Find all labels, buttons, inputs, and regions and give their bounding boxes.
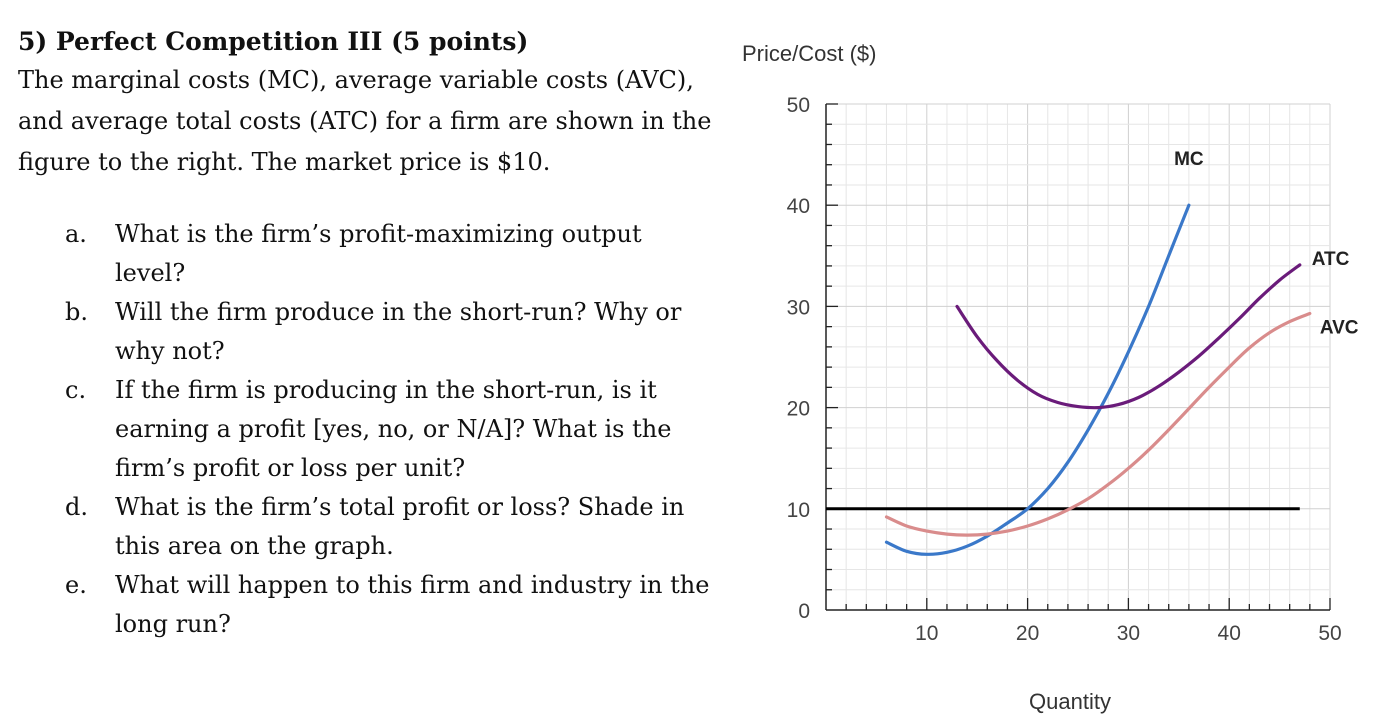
question-text: What is the firm’s profit-maximizing out… — [115, 220, 642, 287]
chart-axes — [825, 104, 1330, 611]
problem-text: 5) Perfect Competition III (5 points) Th… — [18, 24, 718, 644]
problem-title: 5) Perfect Competition III (5 points) — [18, 27, 529, 56]
question-text: Will the firm produce in the short-run? … — [115, 298, 682, 365]
question-text: What is the firm’s total profit or loss?… — [115, 493, 685, 560]
question-letter: b. — [65, 298, 88, 326]
question-d: d. What is the firm’s total profit or los… — [18, 488, 718, 566]
y-tick-label: 10 — [787, 499, 810, 522]
y-tick-label: 30 — [787, 296, 810, 319]
curve-avc — [884, 311, 1312, 537]
question-a: a. What is the firm’s profit-maximizing o… — [18, 215, 718, 293]
y-tick-label: 0 — [798, 600, 810, 623]
question-c: c. If the firm is producing in the short-… — [18, 371, 718, 488]
curve-labels: MC ATC AVC — [1174, 149, 1359, 338]
question-letter: a. — [65, 220, 87, 248]
curve-label-mc: MC — [1174, 149, 1204, 170]
curve-label-atc: ATC — [1312, 249, 1350, 270]
y-tick-label: 50 — [787, 94, 810, 117]
chart-grid — [825, 103, 1331, 611]
x-tick-label: 40 — [1218, 622, 1241, 645]
chart-ticks: 0 10 20 30 40 50 10 20 30 40 50 — [787, 94, 1342, 645]
x-axis-label: Quantity — [1029, 689, 1111, 714]
curve-mc — [884, 203, 1191, 556]
question-letter: c. — [65, 376, 87, 404]
question-letter: e. — [65, 571, 87, 599]
y-tick-label: 40 — [787, 195, 810, 218]
curve-label-avc: AVC — [1320, 317, 1359, 338]
x-tick-label: 10 — [915, 622, 938, 645]
question-letter: d. — [65, 493, 88, 521]
question-b: b. Will the firm produce in the short-run… — [18, 293, 718, 371]
x-tick-label: 20 — [1016, 622, 1039, 645]
curve-atc — [955, 263, 1302, 410]
question-text: What will happen to this firm and indust… — [115, 571, 710, 638]
x-tick-label: 50 — [1318, 622, 1341, 645]
question-list: a. What is the firm’s profit-maximizing o… — [18, 215, 718, 644]
question-e: e. What will happen to this firm and indu… — [18, 566, 718, 644]
chart-curves — [826, 203, 1312, 556]
cost-curves-chart: Price/Cost ($) Quantity 0 10 20 30 40 50 10 20 3… — [742, 41, 1359, 714]
question-text: If the firm is producing in the short-ru… — [115, 376, 672, 482]
problem-intro: The marginal costs (MC), average variabl… — [18, 66, 712, 176]
x-tick-label: 30 — [1117, 622, 1140, 645]
y-tick-label: 20 — [787, 398, 810, 421]
y-axis-label: Price/Cost ($) — [742, 41, 876, 66]
